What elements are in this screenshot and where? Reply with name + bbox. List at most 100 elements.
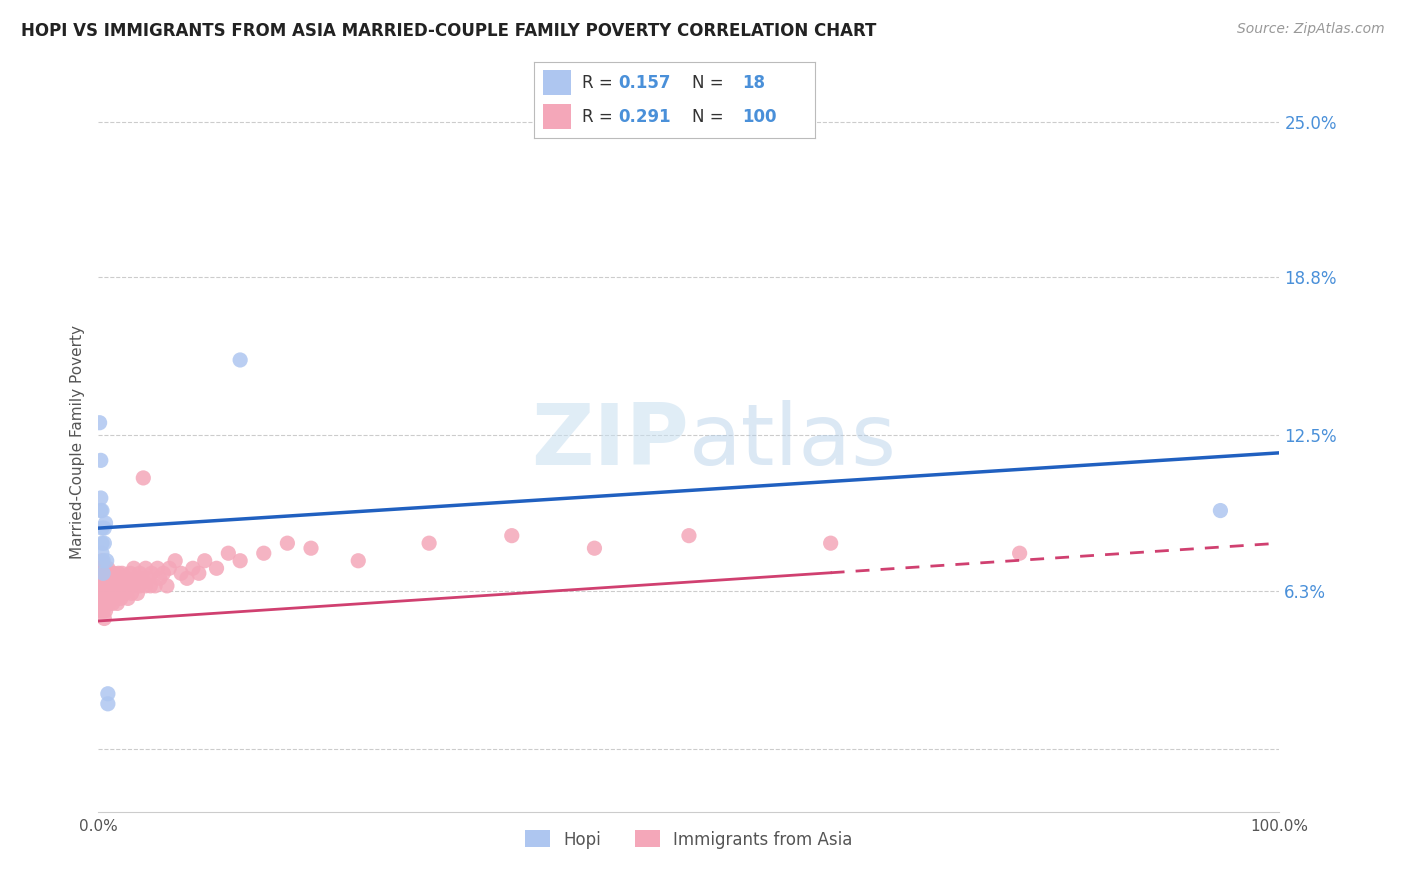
Point <box>501 529 523 543</box>
Point <box>91 546 114 560</box>
Point <box>89 571 111 585</box>
Point <box>91 579 114 593</box>
Text: Source: ZipAtlas.com: Source: ZipAtlas.com <box>1237 22 1385 37</box>
Point <box>97 697 120 711</box>
Point <box>93 596 115 610</box>
Point <box>135 579 157 593</box>
Text: HOPI VS IMMIGRANTS FROM ASIA MARRIED-COUPLE FAMILY POVERTY CORRELATION CHART: HOPI VS IMMIGRANTS FROM ASIA MARRIED-COU… <box>21 22 876 40</box>
Point <box>94 516 117 530</box>
Point <box>90 561 112 575</box>
Text: 0.291: 0.291 <box>619 108 671 126</box>
Point <box>146 561 169 575</box>
Point <box>91 591 114 606</box>
Point <box>93 571 115 585</box>
Point <box>111 579 134 593</box>
Point <box>94 591 117 606</box>
Point <box>98 591 121 606</box>
Point <box>97 579 120 593</box>
Point <box>107 586 129 600</box>
Point <box>91 536 114 550</box>
Point <box>98 566 121 581</box>
Point <box>194 554 217 568</box>
Point <box>91 596 114 610</box>
Point <box>91 521 114 535</box>
Point <box>105 579 128 593</box>
Point <box>105 586 128 600</box>
Point <box>90 503 112 517</box>
Point <box>118 579 141 593</box>
Point <box>152 566 174 581</box>
Point <box>120 566 142 581</box>
Point <box>418 536 440 550</box>
Point <box>181 561 204 575</box>
Point <box>132 471 155 485</box>
Point <box>97 591 120 606</box>
Point <box>149 571 172 585</box>
Point <box>91 554 114 568</box>
Point <box>128 579 150 593</box>
Point <box>121 586 143 600</box>
Point <box>141 566 163 581</box>
Point <box>678 529 700 543</box>
Point <box>89 596 111 610</box>
Point <box>101 579 124 593</box>
Bar <box>543 104 571 129</box>
Text: ZIP: ZIP <box>531 400 689 483</box>
Point <box>217 546 239 560</box>
Point <box>101 596 124 610</box>
Point <box>105 571 128 585</box>
Point <box>117 591 139 606</box>
Point <box>1008 546 1031 560</box>
Point <box>131 571 153 585</box>
Point <box>135 561 157 575</box>
Point <box>91 571 114 585</box>
Bar <box>543 70 571 95</box>
Point <box>114 579 136 593</box>
Point <box>103 586 125 600</box>
Point <box>96 571 118 585</box>
Point <box>139 579 162 593</box>
Point <box>122 561 145 575</box>
Point <box>93 611 115 625</box>
Point <box>94 604 117 618</box>
Point <box>97 687 120 701</box>
Text: atlas: atlas <box>689 400 897 483</box>
Legend: Hopi, Immigrants from Asia: Hopi, Immigrants from Asia <box>519 823 859 855</box>
Point <box>157 561 180 575</box>
Point <box>165 554 187 568</box>
Point <box>170 566 193 581</box>
Point <box>98 596 121 610</box>
Point <box>100 571 122 585</box>
Text: R =: R = <box>582 108 619 126</box>
Point <box>112 571 135 585</box>
Point <box>100 591 122 606</box>
Point <box>90 491 112 505</box>
Point <box>187 566 209 581</box>
Point <box>91 566 114 581</box>
Point <box>91 566 114 581</box>
Point <box>94 579 117 593</box>
Point <box>127 586 149 600</box>
Point <box>96 554 118 568</box>
Point <box>89 416 111 430</box>
Point <box>125 571 148 585</box>
Text: N =: N = <box>692 108 723 126</box>
Point <box>112 586 135 600</box>
Point <box>143 579 166 593</box>
Y-axis label: Married-Couple Family Poverty: Married-Couple Family Poverty <box>69 325 84 558</box>
Point <box>115 571 138 585</box>
Point <box>90 591 112 606</box>
Point <box>93 561 115 575</box>
Point <box>111 566 134 581</box>
Point <box>104 579 127 593</box>
Point <box>103 566 125 581</box>
Point <box>299 541 322 556</box>
Point <box>91 604 114 618</box>
Point <box>91 503 114 517</box>
Point <box>205 561 228 575</box>
Point <box>128 566 150 581</box>
Point <box>347 554 370 568</box>
Point <box>110 591 132 606</box>
Point <box>1209 503 1232 517</box>
Point <box>229 554 252 568</box>
